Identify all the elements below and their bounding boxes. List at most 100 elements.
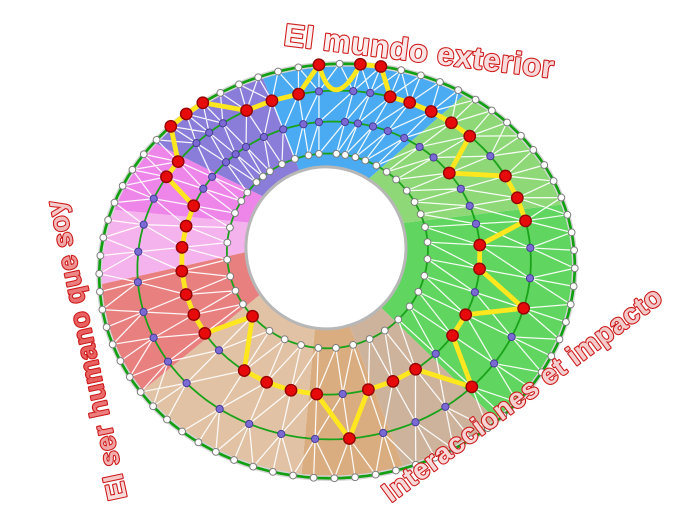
boundary-node[interactable] xyxy=(526,383,535,392)
boundary-node[interactable] xyxy=(563,210,572,219)
value-node[interactable] xyxy=(179,107,193,121)
value-node[interactable] xyxy=(284,383,298,397)
value-node[interactable] xyxy=(310,387,324,401)
ring3-node[interactable] xyxy=(214,346,224,355)
boundary-node[interactable] xyxy=(99,233,108,242)
value-node[interactable] xyxy=(409,362,422,376)
boundary-node[interactable] xyxy=(163,415,171,424)
boundary-node[interactable] xyxy=(547,352,556,361)
ring3-node[interactable] xyxy=(199,184,208,193)
ring2-node[interactable] xyxy=(215,404,224,414)
value-node[interactable] xyxy=(445,116,458,130)
inner-node[interactable] xyxy=(237,197,246,205)
inner-node[interactable] xyxy=(416,210,425,218)
ring3-node[interactable] xyxy=(456,184,465,193)
ring2-node[interactable] xyxy=(486,151,495,161)
boundary-node[interactable] xyxy=(562,318,570,326)
inner-node[interactable] xyxy=(423,255,432,263)
boundary-node[interactable] xyxy=(503,118,511,127)
inner-node[interactable] xyxy=(420,271,429,280)
inner-node[interactable] xyxy=(423,238,432,247)
boundary-node[interactable] xyxy=(309,473,318,482)
ring3-node[interactable] xyxy=(340,117,350,127)
value-node[interactable] xyxy=(240,104,253,117)
ring3-node[interactable] xyxy=(383,126,392,136)
boundary-node[interactable] xyxy=(211,447,220,456)
boundary-node[interactable] xyxy=(416,71,425,80)
ring2-node[interactable] xyxy=(163,357,173,366)
boundary-node[interactable] xyxy=(557,193,566,202)
ring3-node[interactable] xyxy=(231,150,240,159)
ring2-node[interactable] xyxy=(218,119,227,128)
boundary-node[interactable] xyxy=(431,453,439,462)
inner-node[interactable] xyxy=(252,178,261,187)
boundary-node[interactable] xyxy=(436,78,444,86)
boundary-node[interactable] xyxy=(110,198,119,207)
inner-node[interactable] xyxy=(331,343,340,352)
inner-node[interactable] xyxy=(223,238,232,247)
boundary-node[interactable] xyxy=(566,300,575,309)
ring2-node[interactable] xyxy=(490,359,499,368)
boundary-node[interactable] xyxy=(517,131,525,140)
ring2-node[interactable] xyxy=(149,194,158,203)
boundary-node[interactable] xyxy=(330,474,339,483)
ring2-node[interactable] xyxy=(182,379,191,388)
boundary-node[interactable] xyxy=(392,466,400,475)
ring2-node[interactable] xyxy=(314,87,324,96)
ring2-node[interactable] xyxy=(139,307,148,317)
inner-node[interactable] xyxy=(405,302,414,311)
boundary-node[interactable] xyxy=(249,462,258,471)
value-node[interactable] xyxy=(196,96,210,110)
inner-node[interactable] xyxy=(278,160,286,169)
boundary-node[interactable] xyxy=(149,402,157,411)
value-node[interactable] xyxy=(312,58,326,72)
inner-node[interactable] xyxy=(341,151,350,159)
value-node[interactable] xyxy=(353,57,367,71)
inner-node[interactable] xyxy=(280,335,289,344)
ring2-node[interactable] xyxy=(245,419,254,429)
value-node[interactable] xyxy=(459,308,473,322)
boundary-node[interactable] xyxy=(570,246,578,255)
boundary-node[interactable] xyxy=(95,269,104,278)
ring2-node[interactable] xyxy=(134,247,143,256)
boundary-node[interactable] xyxy=(118,181,127,190)
inner-node[interactable] xyxy=(259,172,267,181)
inner-node[interactable] xyxy=(351,153,360,162)
boundary-node[interactable] xyxy=(274,67,282,76)
value-node[interactable] xyxy=(374,60,388,73)
boundary-node[interactable] xyxy=(487,106,496,115)
ring2-node[interactable] xyxy=(526,243,535,252)
inner-node[interactable] xyxy=(410,198,419,206)
value-node[interactable] xyxy=(175,240,189,254)
boundary-node[interactable] xyxy=(567,228,576,237)
inner-node[interactable] xyxy=(290,154,299,163)
boundary-node[interactable] xyxy=(529,146,538,154)
boundary-node[interactable] xyxy=(294,63,303,72)
ring2-node[interactable] xyxy=(133,278,143,287)
inner-node[interactable] xyxy=(414,287,423,296)
boundary-node[interactable] xyxy=(289,471,297,480)
boundary-node[interactable] xyxy=(471,95,480,104)
ring3-node[interactable] xyxy=(429,153,438,162)
inner-node[interactable] xyxy=(266,167,274,176)
boundary-node[interactable] xyxy=(499,411,508,420)
boundary-node[interactable] xyxy=(194,438,203,447)
inner-node[interactable] xyxy=(349,340,358,349)
ring3-node[interactable] xyxy=(299,120,308,129)
ring2-node[interactable] xyxy=(149,333,158,342)
inner-node[interactable] xyxy=(392,175,401,184)
boundary-node[interactable] xyxy=(98,305,107,314)
inner-node[interactable] xyxy=(315,149,323,158)
inner-node[interactable] xyxy=(223,255,232,264)
boundary-node[interactable] xyxy=(96,287,104,296)
value-node[interactable] xyxy=(383,90,397,104)
boundary-node[interactable] xyxy=(467,435,476,444)
value-node[interactable] xyxy=(237,364,251,377)
ring2-node[interactable] xyxy=(310,434,320,444)
value-node[interactable] xyxy=(442,166,456,180)
boundary-node[interactable] xyxy=(102,323,111,332)
boundary-node[interactable] xyxy=(449,445,458,454)
boundary-node[interactable] xyxy=(454,86,463,95)
boundary-node[interactable] xyxy=(104,216,112,224)
value-node[interactable] xyxy=(175,264,189,278)
